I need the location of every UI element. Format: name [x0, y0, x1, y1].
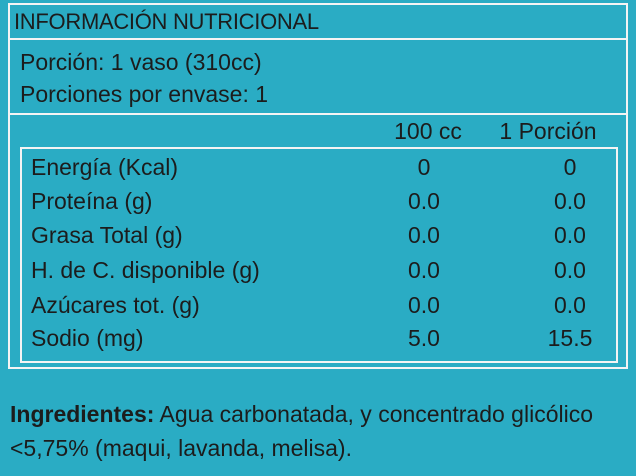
nutrient-label: Proteína (g) — [31, 188, 153, 214]
nutrient-label: Azúcares tot. (g) — [31, 292, 200, 318]
serving-divider — [10, 113, 626, 115]
nutrient-table: Energía (Kcal) 0 0 Proteína (g) 0.0 0.0 … — [20, 147, 618, 363]
ingredients-list: Agua carbonatada, y concentrado glicólic… — [10, 401, 593, 461]
nutrient-row: Azúcares tot. (g) 0.0 0.0 — [22, 288, 616, 322]
title-divider — [10, 38, 626, 40]
nutrient-label: Energía (Kcal) — [31, 154, 179, 180]
servings-per-container: Porciones por envase: 1 — [20, 81, 269, 107]
value-per-100cc: 0.0 — [408, 257, 440, 283]
value-per-portion: 0.0 — [554, 292, 586, 318]
column-header-100cc: 100 cc — [394, 118, 462, 144]
value-per-100cc: 0 — [417, 154, 431, 180]
value-per-portion: 0.0 — [554, 188, 586, 214]
value-per-100cc: 0.0 — [408, 222, 440, 248]
nutrient-label: H. de C. disponible (g) — [31, 257, 260, 283]
nutrient-row: Sodio (mg) 5.0 15.5 — [22, 321, 616, 355]
value-per-100cc: 0.0 — [408, 292, 440, 318]
nutrient-row: Energía (Kcal) 0 0 — [22, 150, 616, 184]
nutrient-row: H. de C. disponible (g) 0.0 0.0 — [22, 253, 616, 287]
value-per-100cc: 5.0 — [408, 325, 440, 351]
ingredients-heading: Ingredientes: — [10, 401, 155, 427]
nutrient-label: Sodio (mg) — [31, 325, 144, 351]
serving-size: Porción: 1 vaso (310cc) — [20, 49, 262, 75]
column-header-portion: 1 Porción — [499, 118, 597, 144]
nutrition-title: INFORMACIÓN NUTRICIONAL — [14, 9, 319, 34]
nutrient-row: Grasa Total (g) 0.0 0.0 — [22, 218, 616, 252]
nutrient-row: Proteína (g) 0.0 0.0 — [22, 184, 616, 218]
value-per-portion: 0 — [563, 154, 577, 180]
ingredients-text: Ingredientes: Agua carbonatada, y concen… — [10, 397, 630, 465]
value-per-portion: 0.0 — [554, 257, 586, 283]
value-per-100cc: 0.0 — [408, 188, 440, 214]
value-per-portion: 15.5 — [547, 325, 593, 351]
value-per-portion: 0.0 — [554, 222, 586, 248]
nutrition-facts-panel: INFORMACIÓN NUTRICIONAL Porción: 1 vaso … — [8, 3, 628, 369]
nutrient-label: Grasa Total (g) — [31, 222, 183, 248]
